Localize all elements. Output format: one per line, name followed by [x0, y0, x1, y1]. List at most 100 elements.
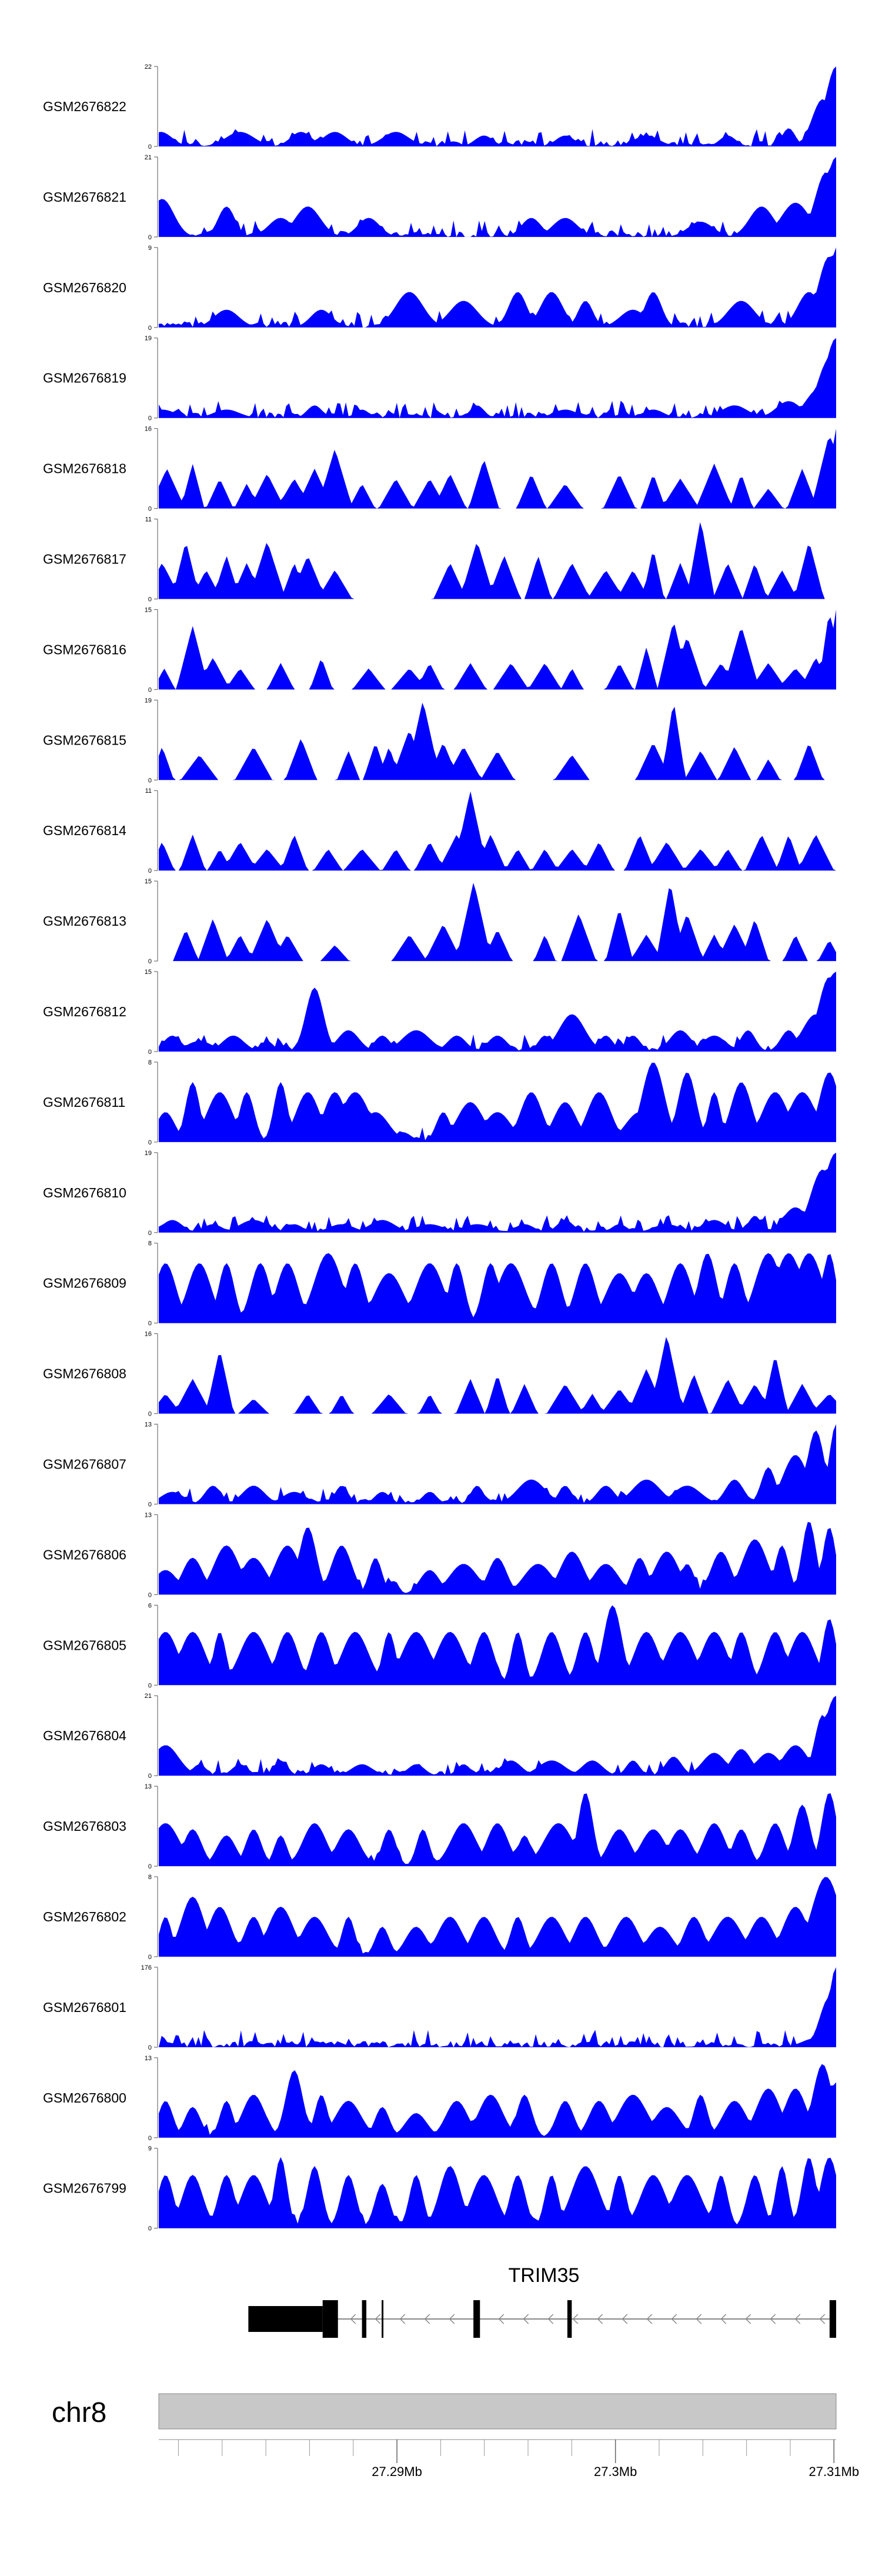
y-min-label: 0 — [148, 1863, 152, 1870]
coverage-area — [159, 1793, 836, 1867]
coverage-area — [159, 1424, 836, 1504]
coverage-area — [159, 2064, 836, 2138]
coverage-track: GSM2676819 19 0 — [43, 335, 836, 422]
gene-name-label: TRIM35 — [509, 2264, 580, 2287]
strand-arrow — [622, 2314, 628, 2324]
y-min-label: 0 — [148, 686, 152, 693]
y-max-label: 21 — [145, 154, 152, 161]
coverage-track: GSM2676805 6 0 — [43, 1602, 836, 1689]
track-label: GSM2676808 — [43, 1366, 126, 1382]
track-label: GSM2676799 — [43, 2181, 126, 2196]
coverage-track: GSM2676802 8 0 — [43, 1874, 836, 1961]
track-label: GSM2676802 — [43, 1909, 126, 1924]
coverage-area — [159, 247, 836, 328]
coverage-track: GSM2676807 13 0 — [43, 1422, 836, 1509]
y-min-label: 0 — [148, 958, 152, 965]
coverage-track: GSM2676816 15 0 — [43, 606, 836, 693]
x-tick-label: 27.3Mb — [594, 2464, 637, 2479]
y-max-label: 11 — [145, 788, 152, 795]
track-label: GSM2676806 — [43, 1547, 126, 1562]
y-max-label: 19 — [145, 697, 152, 704]
track-label: GSM2676817 — [43, 552, 126, 567]
y-max-label: 15 — [145, 969, 152, 976]
coverage-track: GSM2676818 16 0 — [43, 426, 836, 513]
coverage-area — [159, 1337, 836, 1414]
y-max-label: 16 — [145, 426, 152, 433]
strand-arrow — [671, 2314, 677, 2324]
coverage-track: GSM2676804 21 0 — [43, 1693, 836, 1780]
coverage-area — [159, 156, 836, 237]
coverage-area — [159, 609, 836, 690]
y-min-label: 0 — [148, 1049, 152, 1056]
track-label: GSM2676821 — [43, 189, 126, 205]
track-label: GSM2676820 — [43, 280, 126, 295]
gene-exon — [322, 2300, 338, 2338]
track-label: GSM2676807 — [43, 1457, 126, 1472]
y-min-label: 0 — [148, 1591, 152, 1599]
coverage-area — [159, 1152, 836, 1233]
x-tick-label: 27.29Mb — [372, 2464, 422, 2479]
track-label: GSM2676810 — [43, 1185, 126, 1200]
coverage-track: GSM2676810 19 0 — [43, 1150, 836, 1237]
track-label: GSM2676800 — [43, 2090, 126, 2105]
coverage-track: GSM2676813 15 0 — [43, 878, 836, 965]
y-min-label: 0 — [148, 867, 152, 875]
y-min-label: 0 — [148, 2225, 152, 2233]
strand-arrow — [819, 2314, 826, 2324]
coverage-area — [159, 428, 836, 509]
y-min-label: 0 — [148, 2135, 152, 2142]
y-max-label: 21 — [145, 1693, 152, 1700]
coverage-area — [159, 1696, 836, 1776]
strand-arrow — [696, 2314, 702, 2324]
strand-arrow — [547, 2314, 554, 2324]
chromosome-axis-track: chr8 27.29Mb 27.3Mb 27.31Mb — [52, 2393, 859, 2479]
coverage-area — [159, 1605, 836, 1686]
y-min-label: 0 — [148, 234, 152, 241]
coverage-area — [159, 1521, 836, 1595]
y-min-label: 0 — [148, 1139, 152, 1146]
coverage-area — [159, 522, 836, 599]
y-max-label: 19 — [145, 1150, 152, 1157]
y-max-label: 16 — [145, 1331, 152, 1338]
coverage-track: GSM2676806 13 0 — [43, 1511, 836, 1599]
y-max-label: 13 — [145, 1422, 152, 1429]
strand-arrow — [523, 2314, 529, 2324]
coverage-track: GSM2676820 9 0 — [43, 245, 836, 332]
strand-arrow — [745, 2314, 751, 2324]
y-max-label: 13 — [145, 1511, 152, 1519]
y-min-label: 0 — [148, 325, 152, 332]
strand-arrow — [449, 2314, 455, 2324]
y-max-label: 13 — [145, 2055, 152, 2062]
y-min-label: 0 — [148, 596, 152, 603]
y-min-label: 0 — [148, 777, 152, 784]
coverage-track: GSM2676817 11 0 — [43, 516, 836, 603]
y-max-label: 8 — [148, 1240, 152, 1247]
coverage-area — [159, 791, 836, 871]
y-min-label: 0 — [148, 1230, 152, 1237]
y-min-label: 0 — [148, 2044, 152, 2051]
coverage-area — [159, 1967, 836, 2047]
coverage-tracks: GSM2676822220GSM2676821210GSM267682090GS… — [43, 64, 836, 2233]
coverage-track: GSM2676811 8 0 — [43, 1059, 836, 1146]
y-max-label: 9 — [148, 2145, 152, 2153]
y-max-label: 8 — [148, 1874, 152, 1881]
track-label: GSM2676803 — [43, 1818, 126, 1834]
coverage-area — [159, 1062, 836, 1142]
coverage-track: GSM2676799 9 0 — [43, 2145, 836, 2233]
track-label: GSM2676819 — [43, 371, 126, 386]
y-max-label: 13 — [145, 1783, 152, 1790]
y-max-label: 9 — [148, 245, 152, 252]
track-label: GSM2676813 — [43, 913, 126, 929]
y-max-label: 15 — [145, 606, 152, 613]
coverage-area — [159, 1253, 836, 1323]
chromosome-bar — [158, 2393, 837, 2430]
y-min-label: 0 — [148, 1682, 152, 1689]
gene-marker — [382, 2300, 384, 2338]
coverage-track: GSM2676803 13 0 — [43, 1783, 836, 1870]
track-label: GSM2676811 — [43, 1095, 125, 1110]
strand-arrow — [597, 2314, 603, 2324]
coverage-area — [159, 66, 836, 146]
track-label: GSM2676812 — [43, 1004, 126, 1019]
gene-exon — [248, 2306, 323, 2332]
